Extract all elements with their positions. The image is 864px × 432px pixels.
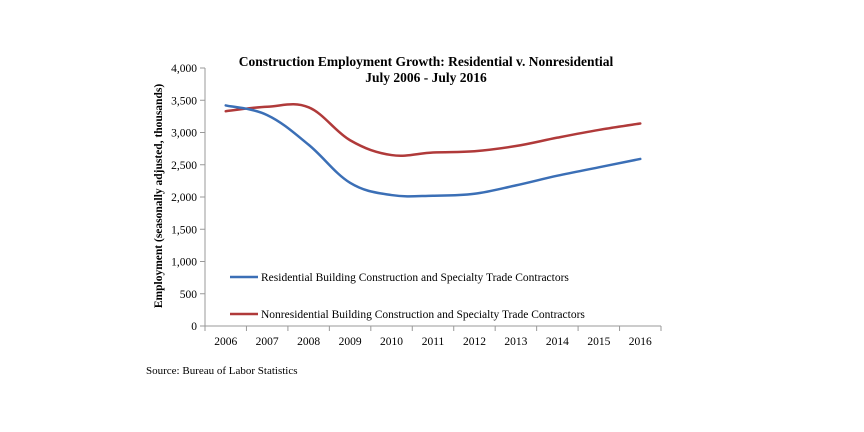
x-tick-label: 2006 — [214, 336, 237, 348]
legend: Residential Building Construction and Sp… — [230, 272, 585, 321]
x-tick-label: 2009 — [339, 336, 362, 348]
series-line-nonresidential — [224, 103, 642, 157]
y-axis-ticks: 0 500 1,000 1,500 2,000 2,500 3,000 3,500 4,000 — [171, 63, 205, 333]
x-tick-label: 2007 — [256, 336, 279, 348]
y-tick-label: 3,500 — [171, 95, 197, 107]
x-tick-label: 2015 — [587, 336, 610, 348]
x-tick-label: 2012 — [463, 336, 486, 348]
plot-area: 05001,0001,5002,0002,5003,0003,5004,000 … — [171, 63, 662, 348]
series-layer — [224, 103, 642, 198]
y-tick-label: 4,000 — [171, 63, 197, 75]
y-axis-label: Employment (seasonally adjusted, thousan… — [153, 84, 165, 308]
source-note: Source: Bureau of Labor Statistics — [146, 365, 298, 377]
chart-title-line2: July 2006 - July 2016 — [365, 70, 487, 85]
x-tick-label: 2008 — [297, 336, 320, 348]
y-tick-label: 1,500 — [171, 224, 197, 236]
x-tick-label: 2014 — [546, 336, 569, 348]
y-tick-label: 2,000 — [171, 192, 197, 204]
legend-label-residential: Residential Building Construction and Sp… — [261, 272, 569, 284]
x-axis-ticks: 2006 2007 2008 2009 2010 2011 2012 2013 2014 2015… — [204, 326, 662, 348]
x-tick-label: 2013 — [504, 336, 527, 348]
x-tick-label: 2016 — [629, 336, 652, 348]
legend-label-nonresidential: Nonresidential Building Construction and… — [261, 309, 585, 321]
chart-title-line1: Construction Employment Growth: Resident… — [239, 54, 614, 69]
y-tick-label: 500 — [180, 289, 198, 301]
y-tick-label: 0 — [191, 321, 197, 333]
y-tick-label: 3,000 — [171, 128, 197, 140]
y-tick-label: 2,500 — [171, 160, 197, 172]
series-line-residential — [224, 104, 642, 198]
x-tick-label: 2010 — [380, 336, 403, 348]
y-tick-label: 1,000 — [171, 257, 197, 269]
x-tick-label: 2011 — [422, 336, 445, 348]
